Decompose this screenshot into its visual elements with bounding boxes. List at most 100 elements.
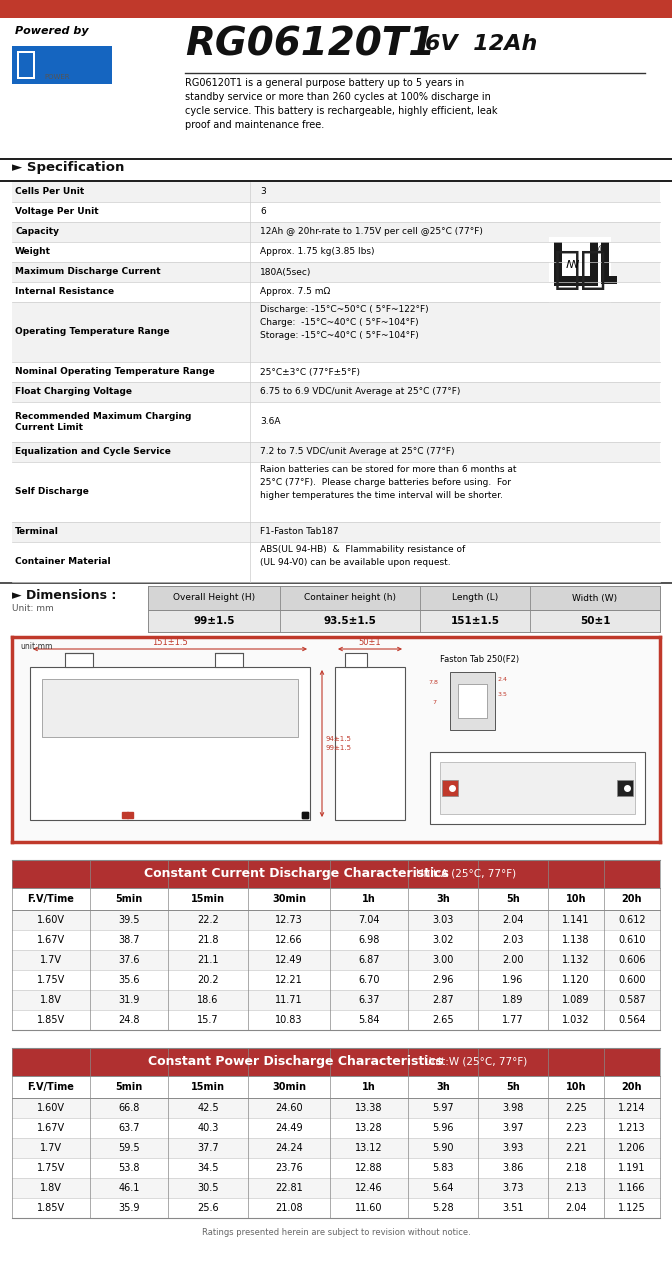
Bar bbox=[12, 522, 660, 541]
Bar bbox=[0, 157, 672, 160]
Bar bbox=[12, 1010, 660, 1030]
Text: 3h: 3h bbox=[436, 1082, 450, 1092]
Text: 15min: 15min bbox=[191, 893, 225, 904]
Text: 2.23: 2.23 bbox=[565, 1123, 587, 1133]
Text: 1.96: 1.96 bbox=[502, 975, 523, 986]
Text: 1.214: 1.214 bbox=[618, 1103, 646, 1114]
Text: 0.600: 0.600 bbox=[618, 975, 646, 986]
Text: 20.2: 20.2 bbox=[197, 975, 219, 986]
Bar bbox=[12, 910, 660, 931]
Bar bbox=[12, 1117, 660, 1138]
Bar bbox=[12, 637, 660, 842]
Text: 3.86: 3.86 bbox=[502, 1164, 523, 1172]
Text: 7: 7 bbox=[432, 699, 436, 704]
Text: 2.04: 2.04 bbox=[565, 1203, 587, 1213]
Text: 5h: 5h bbox=[506, 893, 520, 904]
Text: 0.564: 0.564 bbox=[618, 1015, 646, 1025]
Bar bbox=[0, 582, 672, 584]
Bar bbox=[12, 1158, 660, 1178]
Text: 2.00: 2.00 bbox=[502, 955, 523, 965]
Bar bbox=[617, 780, 633, 796]
Text: 2.03: 2.03 bbox=[502, 934, 523, 945]
Text: 1.032: 1.032 bbox=[562, 1015, 590, 1025]
Bar bbox=[440, 762, 635, 814]
Text: 12Ah @ 20hr-rate to 1.75V per cell @25°C (77°F): 12Ah @ 20hr-rate to 1.75V per cell @25°C… bbox=[260, 228, 483, 237]
Text: 94±1.5
99±1.5: 94±1.5 99±1.5 bbox=[325, 736, 351, 751]
Bar bbox=[442, 780, 458, 796]
Text: 12.88: 12.88 bbox=[355, 1164, 383, 1172]
Text: 10h: 10h bbox=[566, 1082, 586, 1092]
Text: 1.85V: 1.85V bbox=[37, 1015, 65, 1025]
Bar bbox=[12, 1198, 660, 1219]
Text: Unit:A (25°C, 77°F): Unit:A (25°C, 77°F) bbox=[416, 869, 516, 879]
Bar bbox=[12, 1098, 660, 1117]
Text: Recommended Maximum Charging
Current Limit: Recommended Maximum Charging Current Lim… bbox=[15, 412, 192, 431]
Bar bbox=[12, 989, 660, 1010]
Text: 7.2 to 7.5 VDC/unit Average at 25°C (77°F): 7.2 to 7.5 VDC/unit Average at 25°C (77°… bbox=[260, 448, 454, 457]
Text: 13.38: 13.38 bbox=[355, 1103, 383, 1114]
Text: 1.132: 1.132 bbox=[562, 955, 590, 965]
Text: 1.166: 1.166 bbox=[618, 1183, 646, 1193]
Text: 1.125: 1.125 bbox=[618, 1203, 646, 1213]
Bar bbox=[42, 678, 298, 737]
Text: 0.587: 0.587 bbox=[618, 995, 646, 1005]
Text: 3.02: 3.02 bbox=[432, 934, 454, 945]
Text: 1.206: 1.206 bbox=[618, 1143, 646, 1153]
Text: 6V  12Ah: 6V 12Ah bbox=[425, 35, 538, 54]
Text: 1h: 1h bbox=[362, 893, 376, 904]
Text: 22.81: 22.81 bbox=[275, 1183, 303, 1193]
Text: 1.67V: 1.67V bbox=[37, 1123, 65, 1133]
Text: Voltage Per Unit: Voltage Per Unit bbox=[15, 207, 99, 216]
Text: 12.21: 12.21 bbox=[275, 975, 303, 986]
Text: ⓊⓁ: ⓊⓁ bbox=[553, 248, 607, 292]
Text: 2.25: 2.25 bbox=[565, 1103, 587, 1114]
Text: 1.89: 1.89 bbox=[502, 995, 523, 1005]
Text: RG06120T1: RG06120T1 bbox=[185, 26, 435, 64]
Text: 1.8V: 1.8V bbox=[40, 995, 62, 1005]
Text: Container Material: Container Material bbox=[15, 558, 111, 567]
Text: 3.51: 3.51 bbox=[502, 1203, 523, 1213]
Text: 3.73: 3.73 bbox=[502, 1183, 523, 1193]
Bar bbox=[0, 18, 672, 155]
Text: Container height (h): Container height (h) bbox=[304, 594, 396, 603]
Text: Constant Current Discharge Characteristics: Constant Current Discharge Characteristi… bbox=[144, 868, 448, 881]
Text: F.V/Time: F.V/Time bbox=[28, 1082, 75, 1092]
Bar bbox=[12, 46, 112, 84]
Text: 3.03: 3.03 bbox=[432, 915, 454, 925]
Text: 5min: 5min bbox=[116, 1082, 142, 1092]
Text: 2.04: 2.04 bbox=[502, 915, 523, 925]
Text: 3: 3 bbox=[260, 187, 265, 197]
Text: 7.8: 7.8 bbox=[428, 680, 438, 685]
Text: 3.6A: 3.6A bbox=[260, 417, 280, 426]
Bar bbox=[335, 667, 405, 820]
Text: Discharge: -15°C~50°C ( 5°F~122°F)
Charge:  -15°C~40°C ( 5°F~104°F)
Storage: -15: Discharge: -15°C~50°C ( 5°F~122°F) Charg… bbox=[260, 305, 429, 340]
Text: F.V/Time: F.V/Time bbox=[28, 893, 75, 904]
Text: 2.18: 2.18 bbox=[565, 1164, 587, 1172]
Text: 15min: 15min bbox=[191, 1082, 225, 1092]
Text: 3.93: 3.93 bbox=[502, 1143, 523, 1153]
Bar bbox=[0, 180, 672, 182]
Text: 1.67V: 1.67V bbox=[37, 934, 65, 945]
Text: RG06120T1 is a general purpose battery up to 5 years in
standby service or more : RG06120T1 is a general purpose battery u… bbox=[185, 78, 497, 131]
Text: 5.90: 5.90 bbox=[432, 1143, 454, 1153]
Text: 0.612: 0.612 bbox=[618, 915, 646, 925]
Text: 20h: 20h bbox=[622, 893, 642, 904]
Text: 1.75V: 1.75V bbox=[37, 975, 65, 986]
Text: ► Specification: ► Specification bbox=[12, 161, 124, 174]
Text: 15.7: 15.7 bbox=[197, 1015, 219, 1025]
Text: 1h: 1h bbox=[362, 1082, 376, 1092]
Text: ABS(UL 94-HB)  &  Flammability resistance of
(UL 94-V0) can be available upon re: ABS(UL 94-HB) & Flammability resistance … bbox=[260, 545, 465, 567]
Text: 35.9: 35.9 bbox=[118, 1203, 140, 1213]
Text: 12.49: 12.49 bbox=[276, 955, 303, 965]
Bar bbox=[430, 751, 645, 824]
Text: 11.60: 11.60 bbox=[355, 1203, 383, 1213]
Text: Self Discharge: Self Discharge bbox=[15, 488, 89, 497]
Text: 2.13: 2.13 bbox=[565, 1183, 587, 1193]
Text: 21.8: 21.8 bbox=[198, 934, 219, 945]
Bar bbox=[12, 442, 660, 462]
Bar bbox=[0, 0, 672, 18]
Text: 30min: 30min bbox=[272, 1082, 306, 1092]
Bar bbox=[601, 242, 609, 284]
Text: Approx. 7.5 mΩ: Approx. 7.5 mΩ bbox=[260, 288, 330, 297]
Text: 5.97: 5.97 bbox=[432, 1103, 454, 1114]
